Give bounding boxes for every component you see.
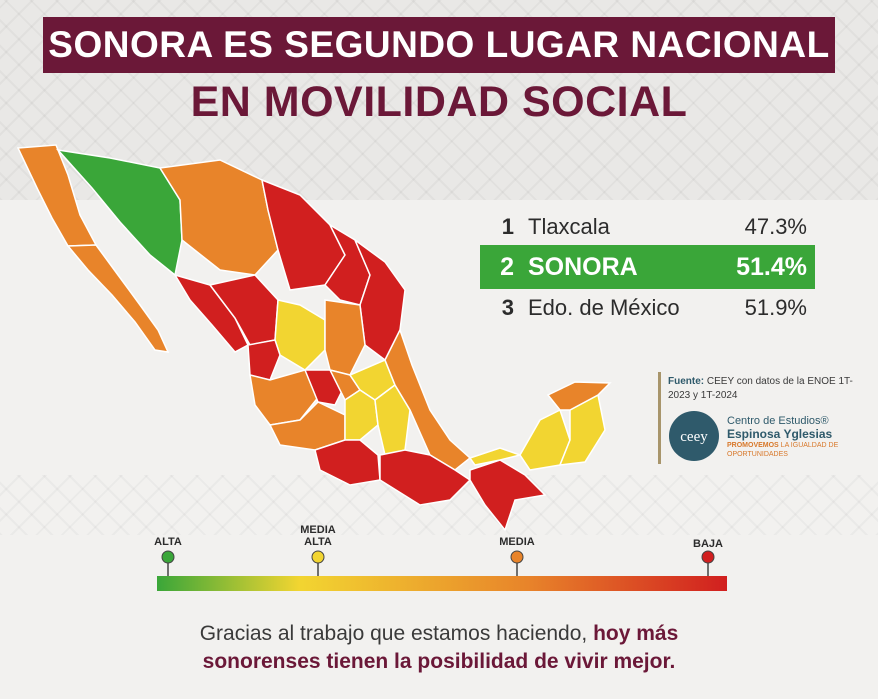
scale-label-media: MEDIA (499, 536, 535, 548)
source-label: Fuente: (668, 376, 705, 387)
mobility-scale (157, 550, 727, 591)
scale-label-media-alta-line-2: ALTA (304, 536, 332, 548)
state-zacatecas (274, 299, 326, 371)
state-yucatan (546, 381, 612, 411)
ranking-state: Tlaxcala (528, 214, 610, 239)
state-chihuahua (158, 159, 279, 276)
scale-label-media-alta-line-1: MEDIA (300, 524, 336, 536)
ranking-row-2-highlight: 2 SONORA 51.4% (480, 245, 815, 289)
ranking-value: 51.4% (736, 252, 807, 281)
state-san-luis-potosi (324, 299, 366, 376)
source-divider (658, 372, 661, 464)
ranking-number: 3 (501, 295, 514, 320)
scale-label-alta: ALTA (154, 536, 182, 548)
ranking-row-1: 1 Tlaxcala 47.3% (480, 206, 815, 248)
ceey-name-line-1: Centro de Estudios® (727, 415, 829, 427)
ranking-number: 1 (501, 214, 514, 239)
ceey-logo-icon: ceey (669, 411, 719, 461)
footer-message: Gracias al trabajo que estamos haciendo,… (0, 620, 878, 676)
scale-label-media-alta: MEDIA ALTA (293, 524, 343, 548)
footer-plain-text: Gracias al trabajo que estamos haciendo, (199, 622, 594, 645)
state-guerrero (314, 439, 381, 486)
scale-marker-media (510, 550, 524, 564)
scale-marker-alta (161, 550, 175, 564)
state-tabasco (468, 447, 523, 466)
source-note: Fuente: CEEY con datos de la ENOE 1T-202… (668, 375, 868, 403)
scale-marker-baja (701, 550, 715, 564)
state-jalisco (249, 369, 321, 426)
state-estado-de-mexico (344, 389, 379, 441)
state-chiapas (469, 459, 547, 532)
state-sonora (56, 148, 183, 277)
scale-gradient-bar (157, 576, 727, 591)
title-banner: SONORA ES SEGUNDO LUGAR NACIONAL (43, 17, 835, 73)
ranking-value: 51.9% (744, 295, 807, 320)
ceey-monogram: ceey (680, 429, 708, 445)
ceey-tagline-bold: PROMOVEMOS (727, 442, 779, 449)
ranking-value: 47.3% (744, 214, 807, 239)
scale-marker-media-alta (311, 550, 325, 564)
ranking-state: Edo. de México (528, 295, 680, 320)
state-nayarit (247, 339, 281, 381)
ranking-row-3: 3 Edo. de México 51.9% (480, 287, 815, 329)
ceey-tagline-rest: LA IGUALDAD DE OPORTUNIDADES (727, 442, 839, 458)
ceey-name-line-2: Espinosa Yglesias (727, 427, 833, 441)
ranking-state: SONORA (528, 252, 638, 281)
state-baja-california-sur (66, 244, 170, 353)
scale-label-baja: BAJA (693, 538, 723, 550)
title-line-2: EN MOVILIDAD SOCIAL (190, 78, 688, 126)
ceey-tagline: PROMOVEMOS LA IGUALDAD DE OPORTUNIDADES (727, 441, 867, 459)
footer-emphasis-2: sonorenses tienen la posibilidad de vivi… (202, 650, 676, 673)
footer-emphasis-1: hoy más (593, 622, 679, 645)
ranking-number: 2 (500, 252, 514, 281)
mexico-map (16, 144, 612, 532)
title-line-1: SONORA ES SEGUNDO LUGAR NACIONAL (48, 24, 830, 65)
source-text: CEEY con datos de la ENOE 1T-2023 y 1T-2… (668, 376, 853, 401)
